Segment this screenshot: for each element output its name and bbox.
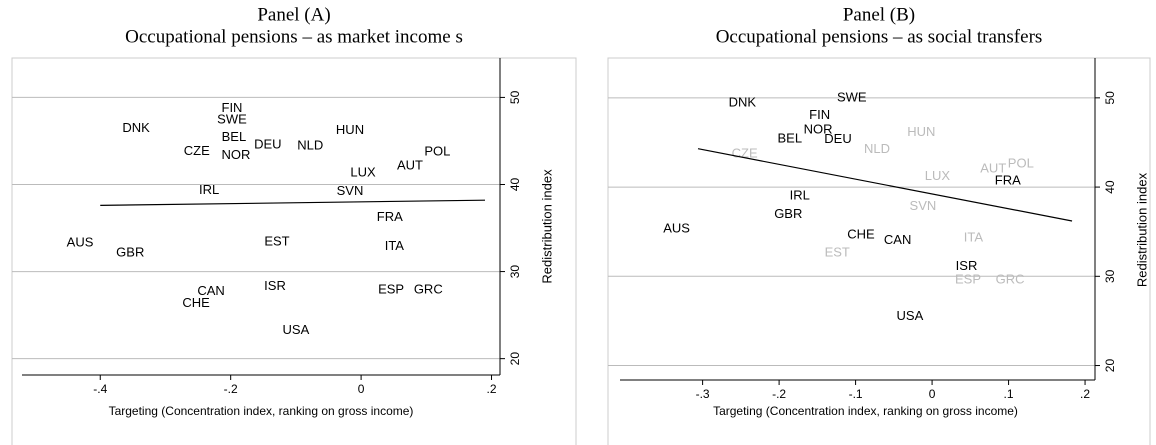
country-label: ITA: [385, 238, 405, 253]
y-axis-label: Redistribution index: [1134, 172, 1149, 287]
country-label: LUX: [350, 165, 376, 180]
country-label: BEL: [222, 129, 247, 144]
y-tick-label: 50: [1103, 91, 1117, 105]
x-tick-label: -.2: [224, 382, 238, 396]
country-label: SVN: [337, 183, 364, 198]
x-tick-label: .2: [487, 382, 497, 396]
country-label: GBR: [116, 245, 144, 260]
x-tick-label: -.4: [93, 382, 107, 396]
country-label: BEL: [778, 130, 803, 145]
country-label: FIN: [222, 100, 243, 115]
country-label: DNK: [122, 120, 150, 135]
country-label: AUT: [397, 158, 423, 173]
country-label: IRL: [199, 182, 219, 197]
country-label: ISR: [956, 258, 978, 273]
country-label: EST: [825, 245, 850, 260]
country-label: CAN: [197, 283, 224, 298]
country-label: DEU: [254, 137, 281, 152]
x-tick-label: -.2: [772, 387, 786, 401]
x-tick-label: 0: [358, 382, 365, 396]
plot-frame: [607, 57, 1151, 445]
country-label: AUT: [980, 161, 1006, 176]
country-label: SVN: [910, 198, 937, 213]
country-label: GRC: [414, 281, 443, 296]
country-label: CHE: [182, 295, 210, 310]
country-label: AUS: [67, 234, 94, 249]
country-label: CZE: [184, 143, 210, 158]
country-label: AUS: [663, 220, 690, 235]
country-label: DEU: [824, 131, 851, 146]
country-label: EST: [264, 233, 289, 248]
x-tick-label: .1: [1004, 387, 1014, 401]
panel-subtitle: Occupational pensions – as market income…: [125, 26, 463, 47]
y-tick-label: 30: [508, 265, 522, 279]
country-label: ISR: [264, 278, 286, 293]
country-label: FRA: [995, 172, 1021, 187]
y-tick-label: 20: [508, 352, 522, 366]
panel-subtitle: Occupational pensions – as social transf…: [716, 26, 1043, 47]
country-label: GRC: [996, 271, 1025, 286]
country-label: ESP: [378, 281, 404, 296]
country-label: GBR: [774, 206, 802, 221]
country-label: SWE: [837, 89, 867, 104]
y-tick-label: 40: [508, 177, 522, 191]
x-axis-label: Targeting (Concentration index, ranking …: [109, 404, 414, 418]
y-tick-label: 40: [1103, 180, 1117, 194]
x-tick-label: 0: [929, 387, 936, 401]
y-tick-label: 30: [1103, 269, 1117, 283]
x-tick-label: .2: [1080, 387, 1090, 401]
x-axis-label: Targeting (Concentration index, ranking …: [713, 404, 1018, 418]
panel-title: Panel (B): [843, 4, 915, 25]
country-label: SWE: [217, 111, 247, 126]
country-label: CAN: [884, 232, 911, 247]
country-label: NLD: [297, 138, 323, 153]
country-label: CHE: [847, 227, 875, 242]
country-label: FIN: [809, 107, 830, 122]
country-label: HUN: [907, 124, 935, 139]
country-label: NOR: [221, 147, 250, 162]
country-label: ITA: [964, 229, 984, 244]
country-label: DNK: [729, 95, 757, 110]
y-tick-label: 50: [508, 90, 522, 104]
fit-line: [697, 148, 1073, 222]
country-label: LUX: [925, 168, 951, 183]
country-label: ESP: [955, 271, 981, 286]
country-label: NOR: [804, 121, 833, 136]
country-label: POL: [1008, 155, 1034, 170]
x-tick-label: -.3: [696, 387, 710, 401]
y-tick-label: 20: [1103, 359, 1117, 373]
y-axis-label: Redistribution index: [539, 169, 554, 284]
x-tick-label: -.1: [849, 387, 863, 401]
country-label: FRA: [377, 209, 403, 224]
country-label: USA: [283, 322, 310, 337]
country-label: POL: [424, 144, 450, 159]
fit-line: [100, 199, 486, 206]
country-label: NLD: [864, 141, 890, 156]
panel-title: Panel (A): [257, 4, 330, 25]
country-label: HUN: [336, 122, 364, 137]
country-label: USA: [897, 308, 924, 323]
plot-frame: [11, 57, 577, 445]
country-label: IRL: [790, 187, 810, 202]
